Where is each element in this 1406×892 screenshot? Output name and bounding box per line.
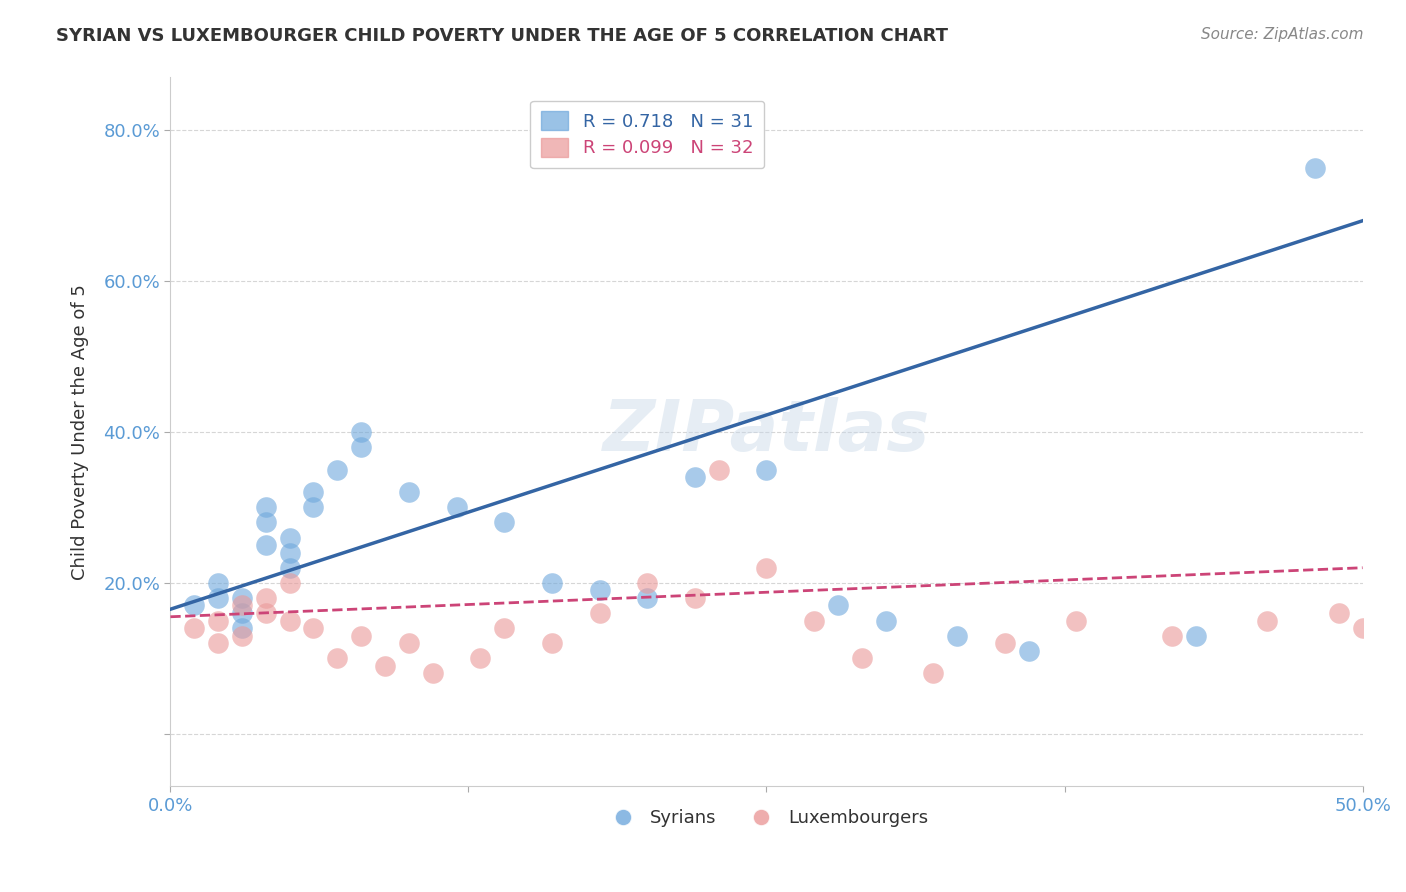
Point [494,516,516,530]
Point [803,614,825,628]
Point [636,575,658,590]
Point [183,621,205,635]
Point [350,629,373,643]
Point [254,500,277,515]
Legend: Syrians, Luxembourgers: Syrians, Luxembourgers [598,802,936,834]
Point [326,651,349,665]
Point [1160,629,1182,643]
Point [207,614,229,628]
Point [541,636,564,650]
Point [636,591,658,605]
Point [875,614,897,628]
Point [254,606,277,620]
Point [231,606,253,620]
Point [231,621,253,635]
Point [207,591,229,605]
Point [207,636,229,650]
Point [231,599,253,613]
Point [683,470,706,484]
Point [683,591,706,605]
Point [494,621,516,635]
Point [350,440,373,454]
Point [446,500,468,515]
Point [350,425,373,439]
Point [183,599,205,613]
Point [755,463,778,477]
Point [994,636,1017,650]
Point [302,621,325,635]
Point [278,546,301,560]
Point [278,531,301,545]
Point [254,538,277,552]
Point [326,463,349,477]
Point [946,629,969,643]
Point [1303,161,1326,175]
Point [254,516,277,530]
Point [588,606,610,620]
Point [374,658,396,673]
Text: SYRIAN VS LUXEMBOURGER CHILD POVERTY UNDER THE AGE OF 5 CORRELATION CHART: SYRIAN VS LUXEMBOURGER CHILD POVERTY UND… [56,27,948,45]
Text: Source: ZipAtlas.com: Source: ZipAtlas.com [1201,27,1364,42]
Point [278,575,301,590]
Point [1256,614,1278,628]
Point [541,575,564,590]
Point [231,591,253,605]
Point [588,583,610,598]
Point [422,666,444,681]
Point [398,636,420,650]
Point [207,575,229,590]
Point [231,629,253,643]
Point [1327,606,1350,620]
Point [278,614,301,628]
Point [302,485,325,500]
Point [1018,643,1040,657]
Point [1184,629,1206,643]
Y-axis label: Child Poverty Under the Age of 5: Child Poverty Under the Age of 5 [72,284,89,580]
Text: ZIPatlas: ZIPatlas [603,398,931,467]
Point [1351,621,1374,635]
Point [470,651,492,665]
Point [707,463,730,477]
Point [827,599,849,613]
Point [398,485,420,500]
Point [278,560,301,574]
Point [922,666,945,681]
Point [755,560,778,574]
Point [851,651,873,665]
Point [254,591,277,605]
Point [1066,614,1088,628]
Point [302,500,325,515]
